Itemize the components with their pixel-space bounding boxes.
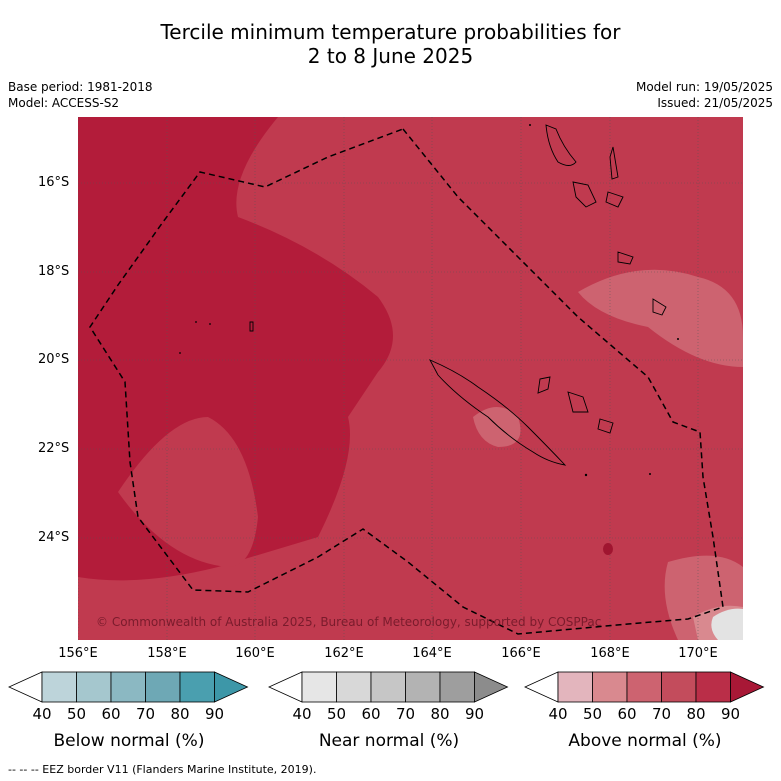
colorbar-title-below: Below normal (%)	[53, 731, 205, 751]
lon-label-166e: 166°E	[501, 646, 541, 661]
vanuatu-coast-4	[605, 191, 624, 208]
probability-map: © Commonwealth of Australia 2025, Bureau…	[78, 117, 743, 640]
colorbar-below-segment	[110, 671, 146, 703]
lat-label-18s: 18°S	[38, 264, 70, 279]
eez-footnote: -- -- -- EEZ border V11 (Flanders Marine…	[8, 763, 317, 776]
colorbar-near-segment	[336, 671, 372, 703]
colorbar-near-segment	[439, 671, 475, 703]
colorbar-above-segment	[557, 671, 593, 703]
colorbar-near-segment	[405, 671, 441, 703]
lon-label-158e: 158°E	[147, 646, 187, 661]
vanuatu-coast-5	[617, 251, 634, 265]
lon-label-160e: 160°E	[235, 646, 275, 661]
colorbar-below-segment	[145, 671, 181, 703]
colorbar-below-tick: 90	[204, 705, 225, 723]
above-70-patch-2	[473, 407, 521, 447]
colorbar-above-segment	[695, 671, 731, 703]
lon-label-156e: 156°E	[58, 646, 98, 661]
colorbar-below-tick: 50	[66, 705, 87, 723]
copyright-notice: © Commonwealth of Australia 2025, Bureau…	[96, 615, 601, 629]
colorbar-near-tick: 50	[326, 705, 347, 723]
new-caledonia-coast	[429, 359, 567, 466]
vanuatu-coast-2	[572, 181, 597, 208]
lat-label-24s: 24°S	[38, 530, 70, 545]
colorbar-below-tick: 40	[32, 705, 52, 723]
colorbar-above-segment	[626, 671, 662, 703]
lon-label-168e: 168°E	[590, 646, 630, 661]
colorbar-near-segment	[301, 671, 337, 703]
colorbar-near-low-extend	[268, 671, 303, 703]
loyalty-coast-1	[537, 376, 551, 394]
colorbar-above-high-extend	[730, 671, 765, 703]
chesterfield-coast	[249, 321, 254, 332]
above-80-patch-sw	[118, 417, 258, 567]
loyalty-coast-2	[567, 391, 589, 413]
colorbar-below-high-extend	[214, 671, 249, 703]
lat-label-20s: 20°S	[38, 352, 70, 367]
colorbar-title-near: Near normal (%)	[318, 731, 460, 751]
colorbar-near-tick: 80	[430, 705, 450, 723]
colorbar-below-segment	[76, 671, 112, 703]
colorbar-above-tick: 40	[548, 705, 568, 723]
colorbar-near-high-extend	[474, 671, 509, 703]
colorbar-below-tick: 80	[170, 705, 190, 723]
colorbar-above-tick: 70	[651, 705, 672, 723]
lon-label-164e: 164°E	[412, 646, 452, 661]
colorbar-near-normal	[268, 671, 509, 703]
vanuatu-coast-6	[652, 298, 667, 316]
colorbar-above-segment	[661, 671, 697, 703]
vanuatu-coast-1	[545, 124, 577, 166]
colorbar-near-tick: 60	[361, 705, 381, 723]
issued-date: Issued: 21/05/2025	[657, 96, 773, 110]
lon-label-162e: 162°E	[324, 646, 364, 661]
colorbar-above-tick: 50	[582, 705, 603, 723]
colorbar-above-normal	[524, 671, 765, 703]
coastlines	[249, 124, 667, 466]
red-spot	[603, 543, 613, 555]
colorbar-above-tick: 60	[617, 705, 637, 723]
colorbar-below-segment	[41, 671, 77, 703]
colorbar-above-tick: 90	[720, 705, 741, 723]
lat-label-16s: 16°S	[38, 175, 70, 190]
colorbar-below-segment	[179, 671, 215, 703]
above-80-region	[78, 117, 743, 640]
colorbar-below-low-extend	[8, 671, 43, 703]
lat-label-22s: 22°S	[38, 441, 70, 456]
gridlines	[78, 117, 743, 640]
colorbar-below-tick: 70	[135, 705, 156, 723]
model-name: Model: ACCESS-S2	[8, 96, 120, 110]
lon-label-170e: 170°E	[678, 646, 718, 661]
near-normal-patch	[711, 608, 743, 640]
above-70-patch-1	[578, 269, 743, 367]
islet-dots	[179, 124, 679, 477]
colorbar-near-segment	[370, 671, 406, 703]
title-line-1: Tercile minimum temperature probabilitie…	[160, 20, 621, 44]
colorbar-near-tick: 90	[464, 705, 485, 723]
eez-border	[89, 128, 724, 635]
colorbar-near-tick: 40	[292, 705, 312, 723]
model-run: Model run: 19/05/2025	[635, 80, 773, 94]
colorbar-title-above: Above normal (%)	[568, 731, 722, 751]
colorbar-below-tick: 60	[101, 705, 121, 723]
loyalty-coast-3	[597, 418, 614, 434]
colorbar-above-low-extend	[524, 671, 559, 703]
colorbar-above-tick: 80	[686, 705, 706, 723]
vanuatu-coast-3	[609, 146, 619, 180]
title-line-2: 2 to 8 June 2025	[307, 44, 474, 68]
colorbar-below-normal	[8, 671, 249, 703]
colorbar-above-segment	[592, 671, 628, 703]
base-period: Base period: 1981-2018	[8, 80, 153, 94]
colorbar-near-tick: 70	[395, 705, 416, 723]
